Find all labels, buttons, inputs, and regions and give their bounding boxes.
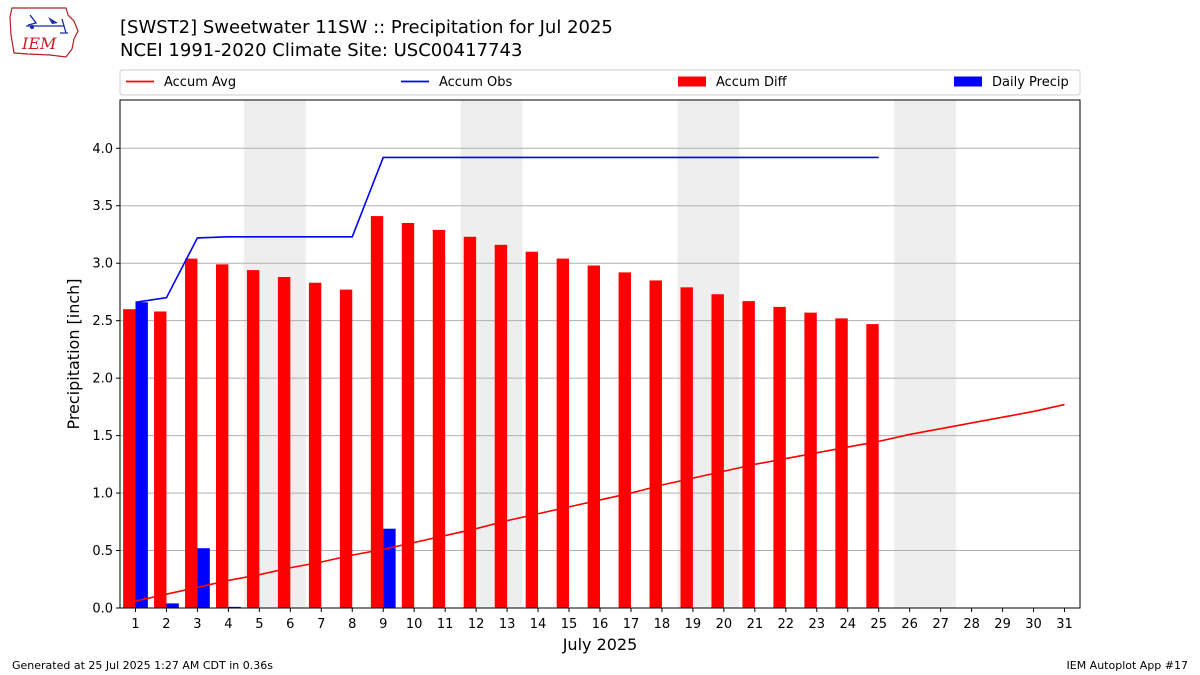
accum-diff-bar <box>742 301 755 608</box>
x-tick-label: 10 <box>406 617 423 632</box>
accum-diff-bar <box>123 309 136 608</box>
legend-box <box>119 69 1081 96</box>
legend-swatch-accum-diff <box>678 76 706 87</box>
daily-precip-bar <box>166 603 179 608</box>
x-tick-label: 5 <box>255 617 263 632</box>
weekend-band <box>894 100 957 608</box>
y-tick-label: 4.0 <box>92 142 113 157</box>
accum-diff-bar <box>587 265 600 608</box>
x-tick-label: 1 <box>131 617 139 632</box>
x-tick-label: 7 <box>317 617 325 632</box>
accum-diff-bar <box>277 276 291 608</box>
y-tick-label: 3.5 <box>92 199 113 214</box>
accum-diff-bar <box>649 280 662 608</box>
y-tick-label: 0.0 <box>92 602 113 617</box>
y-tick-label: 2.5 <box>92 314 113 329</box>
x-tick-label: 31 <box>1056 617 1073 632</box>
accum-diff-bar <box>339 289 353 608</box>
x-tick-label: 23 <box>809 617 826 632</box>
iem-logo: IEM <box>9 7 79 58</box>
accum-diff-bar <box>463 236 477 608</box>
x-tick-label: 22 <box>778 617 795 632</box>
accum-diff-bar <box>618 272 631 608</box>
x-tick-label: 11 <box>437 617 454 632</box>
chart-title: [SWST2] Sweetwater 11SW :: Precipitation… <box>120 17 613 38</box>
accum-diff-bar <box>866 324 879 608</box>
x-tick-label: 29 <box>994 617 1011 632</box>
y-tick-label: 1.5 <box>92 429 113 444</box>
x-tick-label: 12 <box>468 617 485 632</box>
chart-subtitle: NCEI 1991-2020 Climate Site: USC00417743 <box>120 40 523 61</box>
x-tick-label: 24 <box>839 617 856 632</box>
logo-text: IEM <box>21 34 57 53</box>
y-axis-ticks: 0.0 0.5 1.0 1.5 2.0 2.5 3.0 3.5 4.0 <box>92 142 120 617</box>
x-tick-label: 3 <box>193 617 201 632</box>
series-lines <box>135 156 1065 602</box>
accum-diff-bar <box>308 282 322 608</box>
x-axis-ticks: 1 2 3 4 5 6 7 8 9 10 11 12 13 14 15 16 17 18 19 20 21 22 23 24 2… <box>131 608 1073 632</box>
accum-diff-bar <box>525 251 539 609</box>
legend-swatch-daily-precip <box>954 76 982 87</box>
legend: Accum Avg Accum Obs Accum Diff Daily Precip <box>119 69 1081 96</box>
accum-diff-bar <box>711 294 724 608</box>
x-tick-label: 6 <box>286 617 294 632</box>
x-tick-label: 13 <box>499 617 516 632</box>
generated-timestamp: Generated at 25 Jul 2025 1:27 AM CDT in … <box>12 659 273 672</box>
daily-precip-bar <box>228 606 241 608</box>
accum-diff-bar <box>773 306 786 608</box>
accum-diff-bar <box>835 318 848 608</box>
x-tick-label: 9 <box>379 617 387 632</box>
accum-avg-line <box>135 403 1065 602</box>
legend-label-accum-diff: Accum Diff <box>716 75 788 90</box>
weekend-bands <box>243 100 957 608</box>
x-tick-label: 16 <box>592 617 609 632</box>
x-tick-label: 17 <box>623 617 640 632</box>
daily-precip-bar <box>383 528 396 608</box>
accum-diff-bars <box>123 216 879 609</box>
x-tick-label: 26 <box>901 617 918 632</box>
daily-precip-bar <box>197 548 210 608</box>
y-tick-label: 3.0 <box>92 257 113 272</box>
legend-label-accum-obs: Accum Obs <box>439 75 512 90</box>
y-tick-label: 1.0 <box>92 487 113 502</box>
y-tick-label: 2.0 <box>92 372 113 387</box>
daily-precip-bar <box>135 302 148 608</box>
x-tick-label: 25 <box>870 617 887 632</box>
accum-diff-bar <box>154 311 167 608</box>
y-axis-label: Precipitation [inch] <box>64 278 83 429</box>
accum-diff-bar <box>804 312 817 608</box>
accum-obs-line <box>135 156 879 304</box>
accum-diff-bar <box>185 258 198 608</box>
legend-label-daily-precip: Daily Precip <box>992 75 1069 90</box>
x-tick-label: 2 <box>162 617 170 632</box>
y-tick-label: 0.5 <box>92 544 113 559</box>
x-tick-label: 21 <box>747 617 764 632</box>
x-tick-label: 18 <box>654 617 671 632</box>
x-tick-label: 15 <box>561 617 578 632</box>
accum-diff-bar <box>370 216 384 608</box>
x-axis-label: July 2025 <box>562 635 638 654</box>
accum-diff-bar <box>494 244 508 608</box>
x-tick-label: 14 <box>530 617 547 632</box>
app-credit: IEM Autoplot App #17 <box>1066 659 1189 672</box>
x-tick-label: 8 <box>348 617 356 632</box>
x-tick-label: 30 <box>1025 617 1042 632</box>
accum-diff-bar <box>401 222 415 609</box>
x-tick-label: 20 <box>716 617 733 632</box>
x-tick-label: 19 <box>685 617 702 632</box>
accum-diff-bar <box>432 229 446 609</box>
x-tick-label: 27 <box>932 617 949 632</box>
x-tick-label: 28 <box>963 617 980 632</box>
x-tick-label: 4 <box>224 617 232 632</box>
accum-diff-bar <box>246 270 260 608</box>
accum-diff-bar <box>556 258 570 608</box>
legend-label-accum-avg: Accum Avg <box>164 75 236 90</box>
accum-diff-bar <box>680 287 693 608</box>
accum-diff-bar <box>216 264 229 608</box>
